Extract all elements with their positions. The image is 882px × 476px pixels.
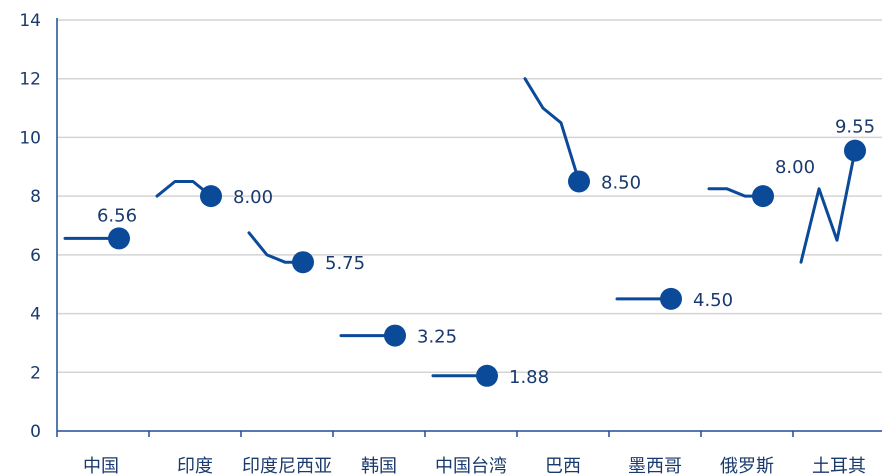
y-tick-label-2: 2 xyxy=(30,363,41,383)
x-tick-labels: 中国 印度 印度尼西亚 韩国 中国台湾 巴西 墨西哥 俄罗斯 土耳其 xyxy=(83,456,866,476)
series-end-point-6 xyxy=(660,287,682,310)
series-end-point-5 xyxy=(568,170,590,193)
data-label-3: 3.25 xyxy=(417,327,457,348)
x-tick-label-4: 中国台湾 xyxy=(435,456,507,476)
grid-lines xyxy=(57,19,882,374)
x-tick-label-1: 印度 xyxy=(177,456,213,476)
y-tick-label-0: 0 xyxy=(30,422,41,442)
data-label-1: 8.00 xyxy=(233,187,273,208)
series-line-5 xyxy=(523,77,581,183)
series-end-point-0 xyxy=(108,227,130,250)
y-tick-label-8: 8 xyxy=(30,187,41,207)
series-end-point-3 xyxy=(384,324,406,347)
series-end-point-8 xyxy=(844,139,866,162)
data-label-7: 8.00 xyxy=(775,157,815,178)
x-tick-label-2: 印度尼西亚 xyxy=(242,456,332,476)
y-tick-label-12: 12 xyxy=(19,70,41,90)
y-tick-labels: 0 2 4 6 8 10 12 14 xyxy=(19,11,41,442)
data-labels: 6.56 8.00 5.75 3.25 1.88 8.50 4.50 8.00 9.55 xyxy=(97,117,875,388)
data-label-8: 9.55 xyxy=(835,117,875,138)
x-tick-label-7: 俄罗斯 xyxy=(720,456,774,476)
y-tick-label-4: 4 xyxy=(30,305,41,325)
data-label-4: 1.88 xyxy=(509,367,549,388)
axes xyxy=(56,18,882,437)
x-tick-label-3: 韩国 xyxy=(361,456,397,476)
series-line-8 xyxy=(799,149,857,264)
x-tick-label-5: 巴西 xyxy=(545,456,581,476)
x-tick-label-6: 墨西哥 xyxy=(628,456,682,476)
y-tick-label-14: 14 xyxy=(19,11,41,31)
series-end-point-1 xyxy=(200,185,222,208)
x-tick-label-0: 中国 xyxy=(83,456,119,476)
data-label-5: 8.50 xyxy=(601,172,641,193)
series-end-point-2 xyxy=(292,251,314,274)
data-label-2: 5.75 xyxy=(325,253,365,274)
data-label-0: 6.56 xyxy=(97,205,137,226)
x-tick-label-8: 土耳其 xyxy=(812,456,866,476)
y-tick-label-6: 6 xyxy=(30,246,41,266)
series-end-point-4 xyxy=(476,364,498,387)
series-end-point-7 xyxy=(752,185,774,208)
series-lines xyxy=(63,77,866,387)
y-tick-label-10: 10 xyxy=(19,128,41,148)
series-line-1 xyxy=(155,180,213,198)
data-label-6: 4.50 xyxy=(693,290,733,311)
